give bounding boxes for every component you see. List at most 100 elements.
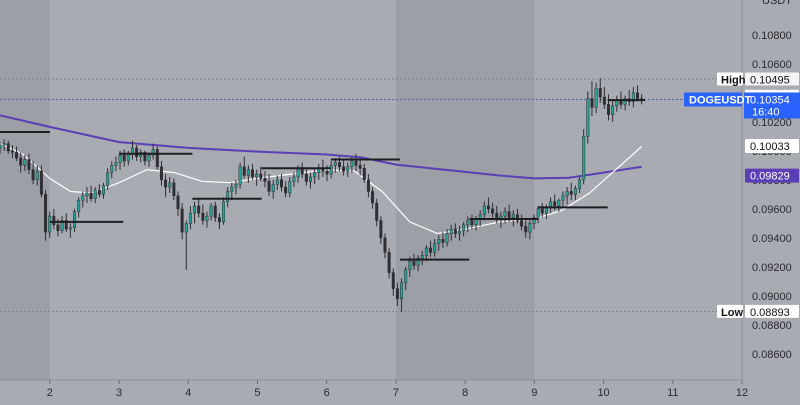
candle[interactable] [93,187,97,204]
candle[interactable] [60,216,64,234]
candle[interactable] [540,203,544,218]
candle[interactable] [97,184,101,198]
candle[interactable] [48,211,52,238]
candle[interactable] [159,160,163,186]
candle[interactable] [594,82,598,114]
candle[interactable] [284,181,288,198]
candle[interactable] [429,240,433,257]
candle[interactable] [68,223,72,238]
candle[interactable] [246,165,250,183]
candle[interactable] [23,155,27,172]
candle[interactable] [292,172,296,188]
candle[interactable] [164,174,168,198]
candle[interactable] [114,156,118,172]
candle[interactable] [329,160,333,179]
candle[interactable] [520,214,524,231]
candle[interactable] [602,87,606,109]
candle[interactable] [259,166,263,182]
candle[interactable] [466,216,470,233]
candle[interactable] [255,169,259,186]
candle[interactable] [77,197,81,218]
candle[interactable] [242,156,246,179]
candle[interactable] [379,216,383,244]
candle[interactable] [383,233,387,259]
candle[interactable] [15,146,19,161]
candle[interactable] [400,278,404,312]
candle[interactable] [193,201,197,224]
candle[interactable] [611,100,615,122]
candle[interactable] [412,253,416,270]
candle[interactable] [73,208,77,233]
candle[interactable] [503,207,507,224]
candle[interactable] [573,185,577,201]
candle[interactable] [453,223,457,238]
candle[interactable] [582,129,586,185]
candle[interactable] [122,149,126,167]
candle[interactable] [271,179,275,199]
candle[interactable] [89,185,93,202]
candle[interactable] [433,239,437,257]
candle[interactable] [416,255,420,272]
candle[interactable] [288,176,292,198]
candle[interactable] [346,162,350,177]
candle[interactable] [2,139,6,151]
candle[interactable] [424,245,428,262]
candle[interactable] [486,197,490,214]
candle[interactable] [515,208,519,224]
candle[interactable] [607,94,611,121]
candle[interactable] [226,187,230,208]
candle[interactable] [313,168,317,185]
candle[interactable] [371,187,375,209]
candle[interactable] [631,87,635,108]
candle[interactable] [35,165,39,186]
candle[interactable] [524,219,528,238]
candle[interactable] [238,162,242,189]
candle[interactable] [213,201,217,222]
candle[interactable] [106,168,110,190]
candle[interactable] [110,160,114,179]
candle[interactable] [304,168,308,186]
candle[interactable] [85,187,89,204]
candle[interactable] [205,211,209,228]
candle[interactable] [449,224,453,241]
candle[interactable] [623,95,627,111]
candle[interactable] [184,220,188,270]
candle[interactable] [217,213,221,230]
candle[interactable] [528,220,532,240]
candle[interactable] [155,146,159,170]
candle[interactable] [188,205,192,230]
candle[interactable] [172,178,176,201]
candle[interactable] [565,187,569,205]
candle[interactable] [234,179,238,195]
candle[interactable] [598,78,602,103]
candle[interactable] [445,229,449,247]
candle[interactable] [441,232,445,249]
candle[interactable] [354,153,358,172]
candle[interactable] [81,191,85,208]
candle[interactable] [536,205,540,224]
candle[interactable] [31,160,35,185]
candle[interactable] [636,85,639,102]
candle[interactable] [176,191,180,217]
candle[interactable] [201,204,205,225]
candle[interactable] [404,266,408,291]
candle[interactable] [532,214,536,230]
candle[interactable] [280,174,283,192]
candle[interactable] [52,208,56,230]
candle[interactable] [275,175,279,190]
candle[interactable] [308,172,312,189]
candle[interactable] [263,171,267,188]
candle[interactable] [387,248,391,279]
candle[interactable] [462,221,466,237]
candle[interactable] [251,163,255,180]
candle[interactable] [10,145,14,159]
candle[interactable] [437,234,441,251]
candle[interactable] [578,176,582,193]
candle[interactable] [366,174,370,198]
candle[interactable] [151,143,155,160]
candle[interactable] [267,174,271,196]
candle[interactable] [590,81,594,117]
candle[interactable] [470,214,474,230]
